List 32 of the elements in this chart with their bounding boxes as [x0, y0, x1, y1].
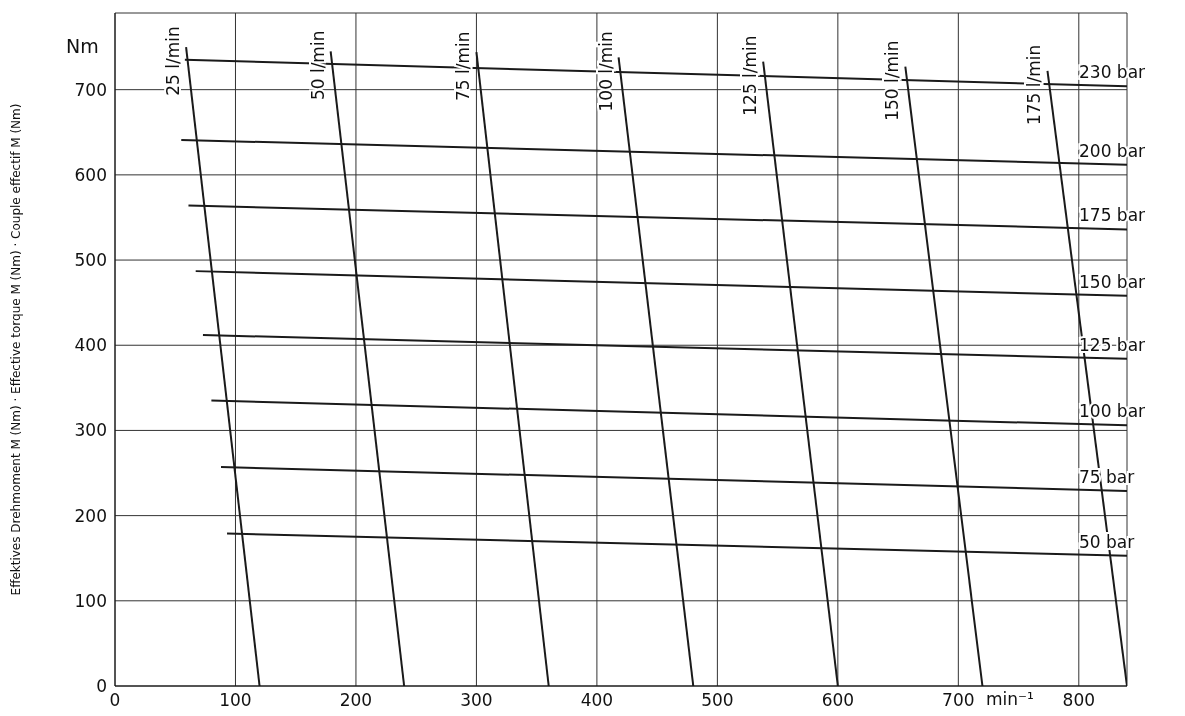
y-tick-label: 400 [74, 335, 107, 356]
text: Nm [66, 35, 99, 57]
x-tick-label: 700 [942, 690, 975, 711]
x-tick-label: 300 [460, 690, 493, 711]
y-tick-label: 300 [74, 420, 107, 441]
x-tick-label: 400 [580, 690, 614, 711]
series-label: 75 bar [1079, 466, 1135, 487]
y-tick-label: 0 [96, 676, 107, 697]
x-axis-title: min⁻¹ [986, 689, 1034, 709]
series-label: 230 bar [1079, 62, 1146, 83]
x-tick-label: 600 [821, 690, 855, 711]
x-tick-label: 800 [1062, 690, 1096, 711]
series-label: 200 bar [1079, 140, 1146, 161]
series-label: 150 bar [1079, 271, 1146, 292]
text: 125 l/min [740, 35, 761, 116]
x-tick-label: 0 [109, 690, 121, 711]
y-tick-label: 700 [74, 79, 107, 100]
text: 100 l/min [595, 31, 616, 112]
text: 50 l/min [307, 30, 328, 101]
x-tick-label: 500 [701, 690, 734, 711]
y-axis-title: Effektives Drehmoment M (Nm) · Effective torque M (Nm) · Couple effectif M (Nm) [9, 103, 24, 596]
y-tick-label: 100 [74, 590, 107, 611]
series-label: 175 bar [1079, 205, 1146, 226]
text: 25 l/min [163, 26, 184, 96]
text: 75 l/min [453, 31, 474, 101]
text: 150 l/min [882, 40, 903, 121]
x-tick-label: 100 [219, 690, 252, 711]
text: 175 l/min [1024, 44, 1045, 126]
x-tick-label: 200 [339, 690, 373, 711]
y-tick-label: 600 [74, 164, 107, 185]
y-tick-label: 500 [74, 250, 107, 271]
y-tick-label: 200 [74, 505, 107, 526]
